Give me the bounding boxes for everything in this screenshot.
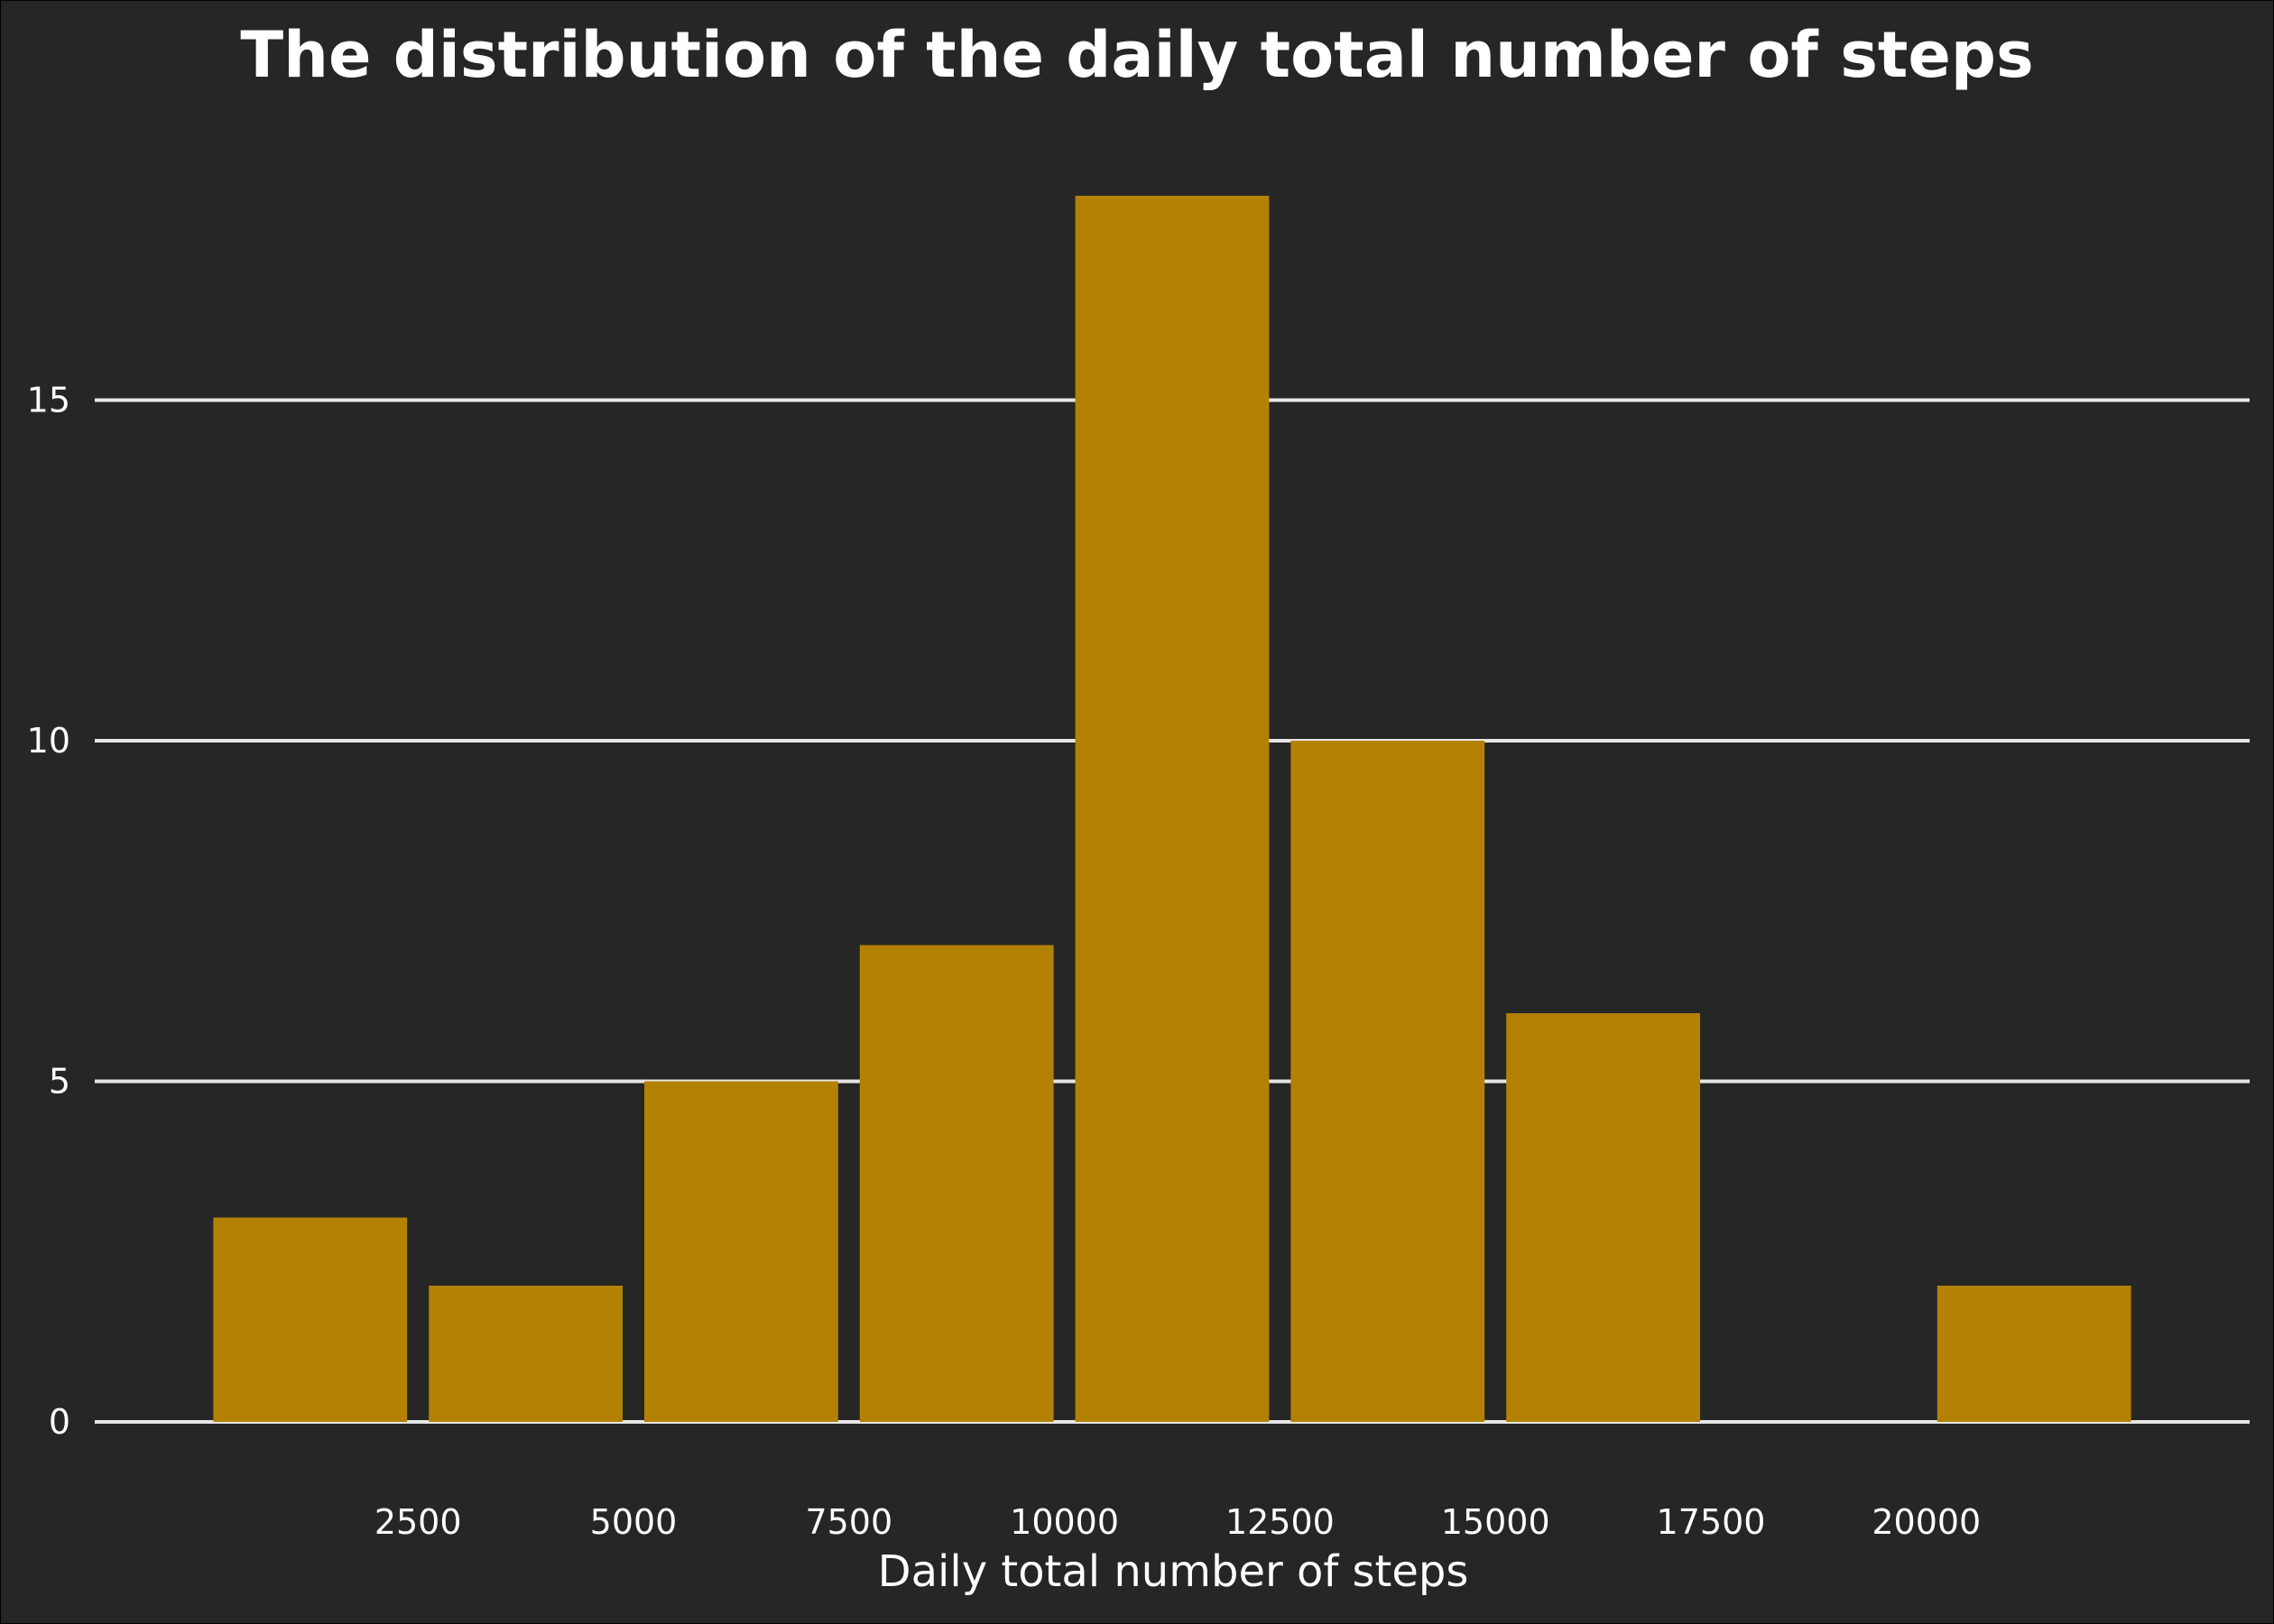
y-tick-label: 0 [49,1402,70,1442]
x-axis-label: Daily total number of steps [878,1546,1469,1597]
histogram-bar [1075,196,1270,1422]
histogram-bar [1506,1013,1700,1422]
bars [213,196,2131,1422]
x-tick-label: 15000 [1441,1502,1550,1542]
y-tick-label: 10 [27,721,70,761]
y-axis-ticks: 0 5 10 15 [27,381,70,1443]
x-tick-label: 5000 [590,1502,678,1542]
x-tick-label: 20000 [1872,1502,1981,1542]
x-tick-label: 17500 [1657,1502,1766,1542]
histogram-bar [644,1081,838,1422]
histogram-bar [859,945,1054,1422]
x-tick-label: 10000 [1010,1502,1119,1542]
histogram-bar [429,1286,623,1422]
x-axis-ticks: 2500 5000 7500 10000 12500 15000 17500 20000 [374,1502,1981,1542]
x-tick-label: 2500 [374,1502,462,1542]
x-tick-label: 12500 [1225,1502,1335,1542]
chart-title: The distribution of the daily total numb… [240,18,2034,92]
histogram-bar [1290,741,1485,1422]
y-tick-label: 5 [49,1062,70,1102]
x-tick-label: 7500 [805,1502,892,1542]
y-tick-label: 15 [27,381,70,420]
histogram-bar [213,1217,408,1422]
histogram-bar [1937,1286,2131,1422]
